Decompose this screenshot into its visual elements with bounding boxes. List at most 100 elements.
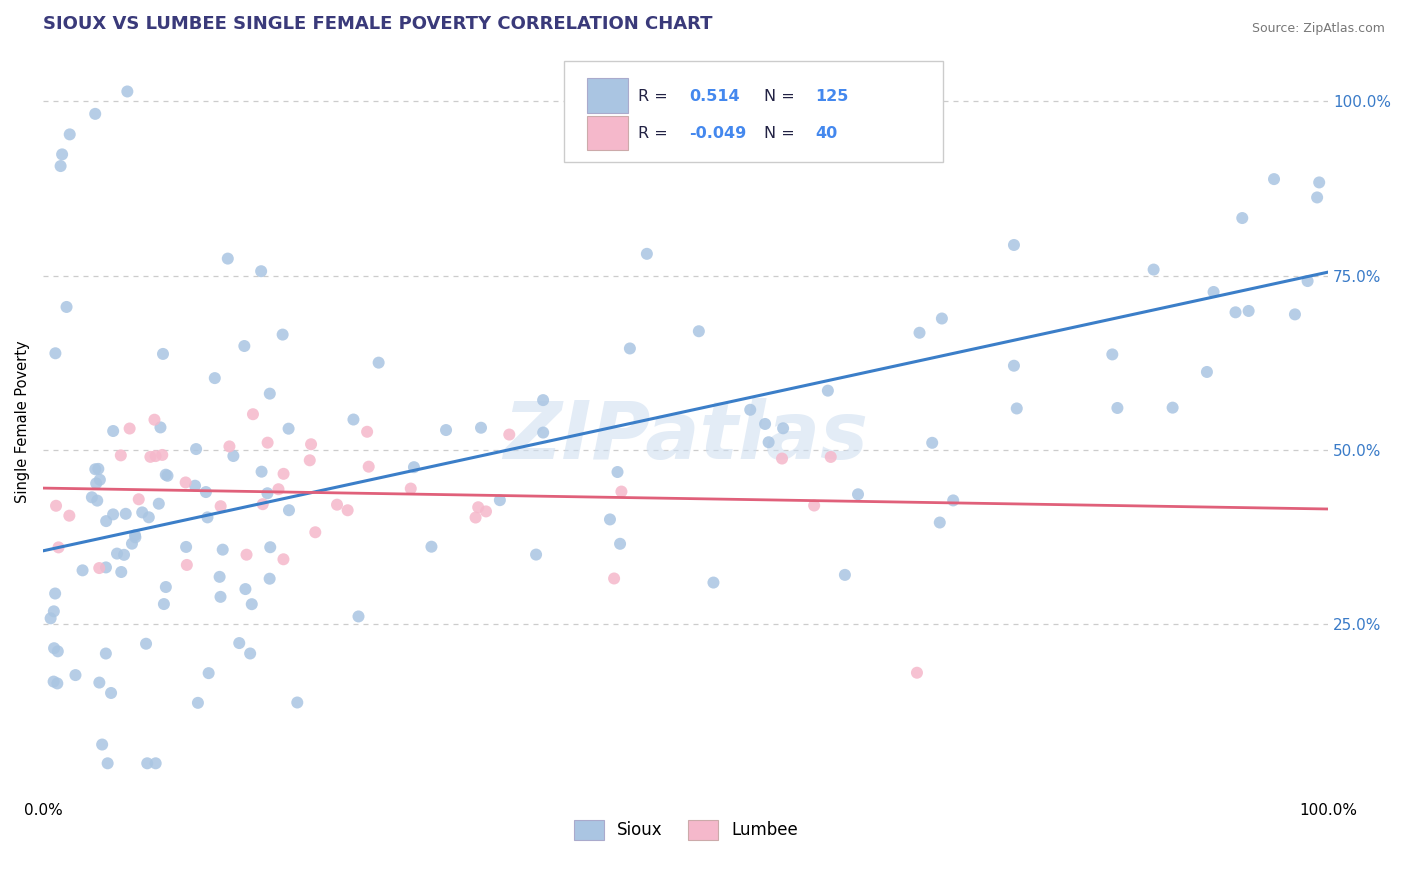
Point [184, 442, 207, 456]
Point [603, 572, 626, 586]
Point [1002, 359, 1025, 373]
Point [905, 665, 928, 680]
Point [1005, 401, 1028, 416]
Point [256, 486, 278, 500]
Point [498, 427, 520, 442]
Point [150, 448, 173, 462]
Point [94, 647, 117, 661]
Point [197, 510, 219, 524]
Y-axis label: Single Female Poverty: Single Female Poverty [15, 341, 30, 503]
Text: 0.514: 0.514 [689, 88, 740, 103]
Point [124, 530, 146, 544]
Text: Source: ZipAtlas.com: Source: ZipAtlas.com [1251, 22, 1385, 36]
Point [357, 459, 380, 474]
Point [267, 482, 290, 496]
Point [803, 499, 825, 513]
Point [118, 421, 141, 435]
Point [96, 514, 118, 528]
FancyBboxPatch shape [564, 61, 942, 162]
Point [928, 516, 950, 530]
Point [204, 371, 226, 385]
Point [256, 435, 278, 450]
Point [153, 597, 176, 611]
Point [1263, 172, 1285, 186]
Legend: Sioux, Lumbee: Sioux, Lumbee [567, 814, 804, 847]
Point [1306, 190, 1329, 204]
Point [110, 565, 132, 579]
Point [1107, 401, 1129, 415]
Point [636, 247, 658, 261]
Point [1002, 238, 1025, 252]
Point [136, 756, 159, 771]
Point [117, 85, 139, 99]
Point [1101, 347, 1123, 361]
Point [434, 423, 457, 437]
Text: R =: R = [638, 88, 668, 103]
Point [42, 674, 65, 689]
Point [51, 147, 73, 161]
Point [921, 435, 943, 450]
Point [84, 107, 107, 121]
Point [817, 384, 839, 398]
Point [1296, 274, 1319, 288]
Point [1308, 176, 1330, 190]
Point [754, 417, 776, 431]
Point [110, 449, 132, 463]
Point [1143, 262, 1166, 277]
Point [326, 498, 349, 512]
Point [42, 641, 65, 656]
Point [273, 552, 295, 566]
Point [45, 499, 67, 513]
Point [86, 493, 108, 508]
Point [489, 493, 512, 508]
Point [1202, 285, 1225, 299]
Point [356, 425, 378, 439]
Point [131, 505, 153, 519]
Point [174, 540, 197, 554]
Point [155, 467, 177, 482]
Point [114, 507, 136, 521]
Point [470, 421, 492, 435]
Point [235, 548, 257, 562]
Point [55, 300, 77, 314]
Point [242, 407, 264, 421]
Point [1232, 211, 1254, 225]
Point [46, 676, 69, 690]
Point [209, 499, 232, 513]
Point [740, 402, 762, 417]
Text: SIOUX VS LUMBEE SINGLE FEMALE POVERTY CORRELATION CHART: SIOUX VS LUMBEE SINGLE FEMALE POVERTY CO… [44, 15, 713, 33]
Point [208, 570, 231, 584]
Point [100, 686, 122, 700]
Point [619, 342, 641, 356]
Point [239, 647, 262, 661]
Point [834, 567, 856, 582]
Point [1284, 307, 1306, 321]
Point [285, 696, 308, 710]
Point [209, 590, 232, 604]
Point [184, 479, 207, 493]
Point [475, 504, 498, 518]
Point [342, 412, 364, 426]
Point [259, 540, 281, 554]
Point [156, 468, 179, 483]
Point [105, 547, 128, 561]
Point [91, 738, 114, 752]
Point [610, 484, 633, 499]
Point [820, 450, 842, 464]
Point [121, 537, 143, 551]
Point [39, 611, 62, 625]
Point [135, 637, 157, 651]
Text: 125: 125 [815, 88, 849, 103]
Point [402, 460, 425, 475]
Point [252, 497, 274, 511]
Point [277, 422, 299, 436]
Text: N =: N = [763, 88, 794, 103]
Point [1237, 304, 1260, 318]
Point [42, 604, 65, 618]
Point [84, 462, 107, 476]
Point [89, 561, 111, 575]
Point [250, 264, 273, 278]
Point [298, 453, 321, 467]
Point [124, 528, 146, 542]
Point [531, 425, 554, 440]
